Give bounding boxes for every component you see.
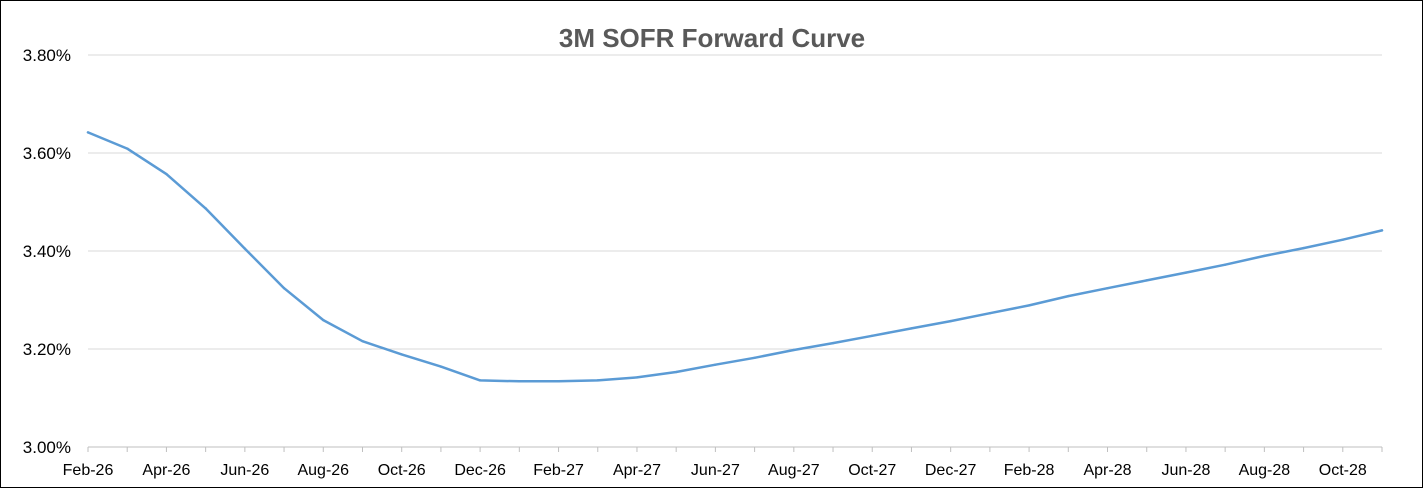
data-point bbox=[86, 131, 90, 134]
data-point bbox=[949, 319, 952, 323]
x-axis-ticks: Feb-26 Apr-26 Jun-26 Aug-26 Oct-26 Dec-26 Feb-… bbox=[63, 447, 1383, 479]
y-tick-label: 3.40% bbox=[23, 242, 71, 261]
x-tick-label: Jun-28 bbox=[1161, 462, 1210, 479]
x-tick-label: Dec-27 bbox=[925, 462, 977, 479]
data-point bbox=[1341, 238, 1344, 241]
data-point bbox=[714, 363, 717, 366]
chart-title: 3M SOFR Forward Curve bbox=[559, 23, 865, 53]
x-tick-label: Oct-26 bbox=[378, 462, 426, 479]
data-point bbox=[910, 327, 913, 330]
data-point bbox=[557, 380, 560, 383]
x-tick-label: Apr-28 bbox=[1083, 462, 1131, 479]
data-point bbox=[518, 380, 521, 383]
data-point bbox=[322, 318, 325, 322]
data-point bbox=[831, 341, 835, 345]
data-point bbox=[871, 334, 874, 337]
data-point bbox=[1302, 246, 1305, 250]
y-tick-label: 3.20% bbox=[23, 340, 71, 359]
data-point bbox=[1145, 279, 1148, 282]
x-tick-label: Apr-26 bbox=[142, 462, 190, 479]
data-point bbox=[674, 370, 678, 374]
data-point bbox=[1380, 229, 1384, 232]
x-tick-label: Feb-26 bbox=[63, 462, 114, 479]
x-tick-label: Aug-26 bbox=[297, 462, 349, 479]
x-tick-label: Feb-28 bbox=[1004, 462, 1055, 479]
data-point bbox=[753, 356, 756, 360]
series-layer bbox=[86, 131, 1384, 383]
data-point bbox=[596, 379, 599, 382]
data-point bbox=[988, 312, 992, 315]
data-point bbox=[204, 207, 207, 210]
data-point bbox=[1027, 304, 1031, 307]
data-point bbox=[439, 365, 443, 368]
data-point bbox=[165, 172, 168, 176]
y-tick-label: 3.80% bbox=[23, 46, 71, 65]
data-point bbox=[243, 247, 247, 250]
x-tick-label: Jun-27 bbox=[691, 462, 740, 479]
gridlines bbox=[88, 54, 1382, 350]
data-point bbox=[635, 376, 639, 379]
data-point bbox=[361, 339, 364, 343]
x-tick-label: Dec-26 bbox=[454, 462, 506, 479]
x-tick-label: Oct-28 bbox=[1319, 462, 1367, 479]
data-point bbox=[1223, 263, 1227, 266]
series-line bbox=[86, 131, 1384, 383]
y-tick-label: 3.00% bbox=[23, 438, 71, 457]
data-point bbox=[1106, 287, 1109, 290]
data-point bbox=[400, 353, 403, 356]
data-point bbox=[478, 379, 482, 382]
y-axis-ticks: 3.00% 3.20% 3.40% 3.60% 3.80% bbox=[23, 46, 71, 457]
x-tick-label: Aug-28 bbox=[1239, 462, 1291, 479]
x-tick-label: Apr-27 bbox=[613, 462, 661, 479]
data-point bbox=[282, 287, 286, 290]
data-point bbox=[1263, 254, 1266, 258]
data-point bbox=[126, 147, 129, 150]
x-tick-label: Oct-27 bbox=[848, 462, 896, 479]
data-point bbox=[792, 348, 796, 352]
x-tick-label: Jun-26 bbox=[220, 462, 269, 479]
data-point bbox=[1184, 271, 1188, 274]
x-tick-label: Aug-27 bbox=[768, 462, 820, 479]
x-tick-label: Feb-27 bbox=[533, 462, 584, 479]
data-point bbox=[1067, 294, 1070, 298]
y-tick-label: 3.60% bbox=[23, 144, 71, 163]
